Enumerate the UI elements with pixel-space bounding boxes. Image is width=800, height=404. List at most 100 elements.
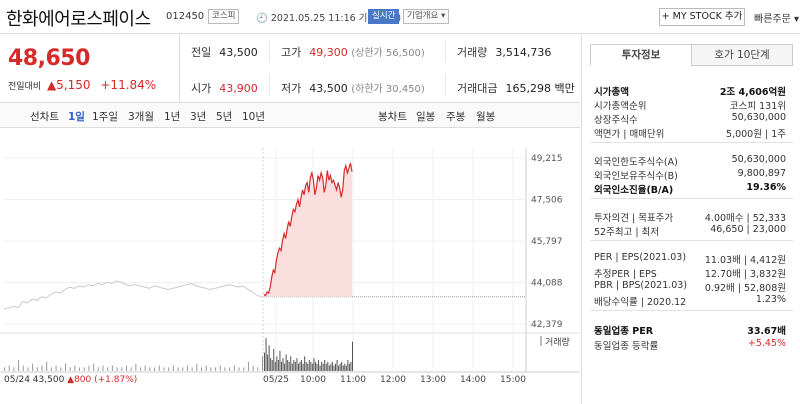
invest-row: 외국인한도주식수(A) 50,630,000 [594, 154, 786, 168]
prev-volume-bar [168, 367, 170, 371]
change-amount: ▲5,150 [46, 78, 91, 92]
tab-quote-10[interactable]: 호가 10단계 [691, 44, 793, 66]
stock-code: 012450 [166, 11, 205, 22]
prev-volume-bar [158, 365, 160, 371]
today-volume-bar [287, 360, 289, 371]
today-volume-bar [335, 363, 337, 371]
today-volume-bar [310, 361, 312, 371]
invest-row-value: 46,650 | 23,000 [710, 224, 786, 235]
invest-row-label: 외국인소진율(B/A) [594, 185, 674, 196]
today-volume-bar [290, 356, 292, 371]
invest-row-label: 투자의견 | 목표주가 [594, 213, 674, 224]
prev-volume-bar [233, 365, 235, 371]
realtime-badge[interactable]: 실시간 [368, 9, 400, 24]
prev-volume-bar [210, 367, 212, 371]
prev-volume-bar [32, 363, 34, 371]
tab-10year[interactable]: 10년 [242, 111, 266, 123]
invest-row-label: 동일업종 등락률 [594, 341, 659, 352]
invest-row: 시가총액 2조 4,606억원 [594, 84, 786, 98]
invest-row-label: 시가총액순위 [594, 101, 647, 112]
today-volume-bar [324, 360, 326, 371]
today-volume-bar [325, 363, 327, 371]
today-volume-bar [267, 354, 269, 371]
prev-volume-bar [196, 363, 198, 371]
prev-volume-bar [97, 367, 99, 371]
tab-1year[interactable]: 1년 [164, 111, 181, 123]
today-volume-bar [264, 352, 265, 371]
panel-divider [590, 142, 793, 143]
today-volume-bar [279, 350, 281, 371]
market-badge: 코스피 [208, 9, 240, 24]
tab-daily-candle[interactable]: 일봉 [416, 111, 436, 123]
tab-1day[interactable]: 1일 [68, 111, 85, 123]
today-volume-bar [322, 363, 324, 371]
today-volume-bar [328, 365, 330, 371]
tab-5year[interactable]: 5년 [216, 111, 233, 123]
today-volume-bar [342, 365, 344, 371]
prev-volume-bar [125, 365, 127, 371]
timestamp-text: 2021.05.25 11:16 기준(장중) [270, 13, 402, 24]
x-tick-label: 14:00 [460, 375, 486, 385]
today-volume-bar [333, 365, 335, 371]
prev-volume-bar [41, 365, 43, 371]
tab-3year[interactable]: 3년 [190, 111, 207, 123]
today-volume-bar [268, 345, 270, 371]
prev-volume-bar [229, 367, 231, 371]
price-box: 48,650 전일대비 ▲5,150 +11.84% [0, 34, 180, 102]
today-volume-bar [288, 361, 290, 371]
x-tick-label: 11:00 [340, 375, 366, 385]
add-my-stock-button[interactable]: + MY STOCK 추가 [659, 8, 745, 26]
intraday-chart[interactable]: 49,215 47,506 45,797 44,088 42,379 거래량 05/25 10… [0, 128, 580, 404]
invest-row: PER | EPS(2021.03) 11.03배 | 4,412원 [594, 252, 786, 266]
tab-monthly-candle[interactable]: 월봉 [476, 111, 496, 123]
today-volume-bar [280, 361, 282, 371]
x-tick-label: 12:00 [380, 375, 406, 385]
prev-volume-bar [247, 361, 249, 371]
tab-3month[interactable]: 3개월 [128, 111, 155, 123]
prev-volume-bar [18, 360, 20, 371]
change-percent: +11.84% [100, 78, 157, 92]
company-overview-button[interactable]: 기업개요 ▾ [403, 9, 450, 24]
invest-row: 외국인보유주식수(B) 9,800,897 [594, 168, 786, 182]
invest-row-value: 1.23% [755, 294, 786, 305]
prev-day-line [3, 280, 263, 310]
stat-high: 고가 49,300 (상한가 56,500) [281, 46, 425, 59]
prev-volume-bar [107, 367, 109, 371]
price-change: 전일대비 ▲5,150 +11.84% [8, 78, 156, 92]
today-volume-bar [273, 349, 275, 371]
y-tick-label: 45,797 [531, 237, 563, 247]
today-volume-bar [277, 360, 279, 371]
prev-volume-bar [182, 367, 184, 371]
invest-row: 동일업종 PER 33.67배 [594, 323, 786, 337]
tab-invest-info[interactable]: 투자정보 [590, 44, 692, 66]
invest-row: PBR | BPS(2021.03) 0.92배 | 52,808원 [594, 280, 786, 294]
today-volume-bar [307, 363, 309, 371]
stat-volume: 거래량 3,514,736 [457, 46, 552, 59]
invest-row-value: 0.92배 | 52,808원 [704, 283, 786, 294]
today-volume-bar [284, 363, 286, 371]
tab-weekly-candle[interactable]: 주봉 [446, 111, 466, 123]
invest-row: 외국인소진율(B/A) 19.36% [594, 182, 786, 196]
panel-divider [590, 240, 793, 241]
invest-row-value: 33.67배 [747, 326, 786, 337]
x-tick-label: 10:00 [300, 375, 326, 385]
prev-volume-bar [238, 367, 240, 371]
invest-row: 시가총액순위 코스피 131위 [594, 98, 786, 112]
invest-row-label: 배당수익률 | 2020.12 [594, 297, 687, 308]
today-area [264, 163, 352, 297]
prev-volume-bar [224, 367, 226, 371]
prev-volume-bar [36, 367, 38, 371]
prev-volume-bar [102, 365, 104, 371]
invest-row-value: 4.00매수 | 52,333 [704, 213, 786, 224]
prev-volume-bar [22, 365, 24, 371]
prev-volume-bar [64, 363, 66, 371]
prev-volume-bar [186, 365, 188, 371]
tab-1week[interactable]: 1주일 [92, 111, 119, 123]
today-volume-bar [331, 361, 333, 371]
prev-volume-bar [257, 367, 259, 371]
line-chart-label: 선차트 [30, 111, 59, 123]
invest-row-label: 외국인보유주식수(B) [594, 171, 678, 182]
today-volume-bar [293, 360, 295, 371]
fast-order-button[interactable]: 빠른주문 ▾ [754, 14, 799, 25]
prev-volume-bar [50, 367, 52, 371]
